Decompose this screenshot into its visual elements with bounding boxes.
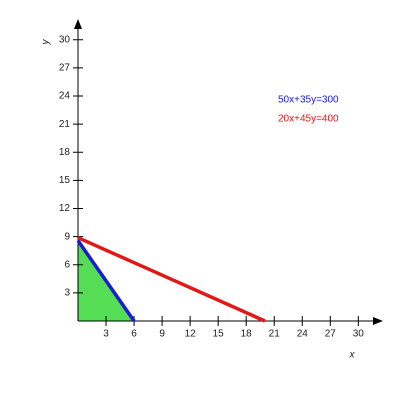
x-tick-label: 12 — [185, 329, 197, 340]
legend-label: 20x+45y=400 — [278, 114, 339, 125]
x-axis-arrow — [373, 317, 383, 325]
x-tick-label: 30 — [353, 329, 365, 340]
series-line — [77, 236, 266, 323]
y-tick-label: 24 — [59, 91, 71, 102]
x-tick-label: 3 — [103, 329, 109, 340]
x-tick-label: 9 — [159, 329, 165, 340]
series-line — [76, 239, 136, 323]
x-tick-label: 6 — [131, 329, 137, 340]
x-tick-label: 18 — [241, 329, 253, 340]
y-tick-label: 15 — [59, 175, 71, 186]
y-tick-label: 18 — [59, 147, 71, 158]
x-tick-label: 27 — [325, 329, 337, 340]
y-tick-label: 30 — [59, 34, 71, 45]
x-tick-label: 15 — [213, 329, 225, 340]
y-tick-label: 21 — [59, 119, 71, 130]
x-tick-label: 21 — [269, 329, 281, 340]
legend-label: 50x+35y=300 — [278, 95, 339, 106]
y-tick-label: 12 — [59, 203, 71, 214]
y-axis-arrow — [74, 19, 82, 29]
x-axis-label: x — [349, 350, 356, 361]
y-tick-label: 9 — [64, 231, 70, 242]
y-tick-label: 3 — [64, 288, 70, 299]
y-tick-label: 27 — [59, 63, 71, 74]
y-tick-label: 6 — [64, 259, 70, 270]
x-tick-label: 24 — [297, 329, 309, 340]
y-axis-label: y — [41, 39, 52, 46]
